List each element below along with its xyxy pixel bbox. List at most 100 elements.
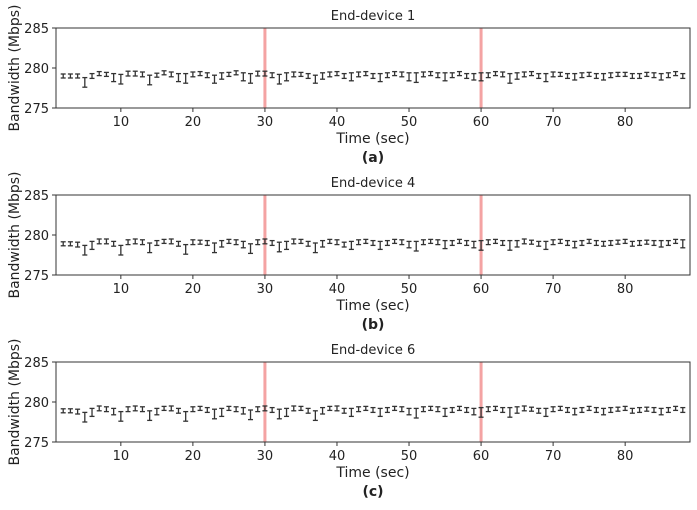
error-bar-point	[118, 73, 124, 85]
y-axis-label: Bandwidth (Mbps)	[7, 338, 23, 465]
error-bar-point	[471, 72, 477, 81]
error-bar-point	[572, 407, 578, 416]
error-bar-point	[60, 408, 66, 414]
error-bar-point	[377, 407, 383, 418]
error-bar-point	[557, 71, 563, 78]
error-bar-point	[629, 240, 635, 247]
error-bar-point	[507, 239, 513, 251]
error-bar-point	[197, 405, 203, 412]
y-tick-label: 285	[24, 189, 49, 204]
error-bar-point	[565, 239, 571, 247]
error-bar-point	[197, 70, 203, 77]
error-bar-point	[125, 406, 131, 413]
error-bar-point	[276, 241, 282, 253]
x-tick-label: 70	[545, 282, 562, 297]
chart-panel-3: End-device 6 10 20 30 40 50 60 70 80 275 280 285 Tim…	[7, 338, 691, 500]
error-bar-point	[680, 72, 686, 80]
error-bar-point	[356, 406, 362, 413]
error-bar-point	[644, 239, 650, 245]
error-bar-point	[305, 407, 311, 414]
error-bar-point	[673, 405, 679, 412]
error-bar-point	[622, 71, 628, 78]
error-bar-point	[96, 70, 102, 77]
error-bar-point	[593, 406, 599, 414]
x-tick-label: 30	[257, 115, 274, 130]
error-bar-point	[212, 408, 217, 420]
error-bar-point	[579, 72, 585, 79]
error-bar-point	[356, 71, 362, 78]
error-bar-point	[327, 238, 333, 245]
error-bar-point	[312, 74, 318, 84]
y-tick-label: 275	[24, 102, 49, 117]
error-bar-point	[370, 239, 376, 247]
error-bar-point	[118, 410, 124, 422]
error-bar-point	[348, 240, 354, 251]
error-bar-point	[327, 405, 333, 412]
error-bar-point	[485, 406, 491, 413]
error-bar-point	[82, 411, 88, 423]
error-bar-point	[565, 72, 571, 80]
error-bar-point	[651, 239, 657, 247]
error-bar-point	[284, 407, 290, 418]
error-bar-point	[392, 238, 398, 245]
error-bar-point	[420, 71, 426, 78]
error-bar-point	[579, 239, 585, 247]
x-tick-label: 80	[617, 282, 634, 297]
y-tick-label: 285	[24, 356, 49, 371]
error-bar-point	[197, 239, 203, 245]
x-tick-label: 60	[473, 449, 490, 464]
error-bar-point	[204, 406, 210, 414]
x-tick-label: 20	[185, 282, 202, 297]
error-bar-point	[572, 72, 578, 81]
error-bar-point	[96, 405, 102, 412]
error-bar-point	[125, 70, 131, 77]
y-tick-label: 280	[24, 396, 49, 411]
error-bar-point	[449, 72, 455, 79]
error-bar-point	[226, 405, 232, 412]
error-bar-point	[139, 71, 145, 78]
error-bar-point	[428, 70, 434, 77]
error-bar-point	[320, 406, 326, 415]
error-bar-point	[89, 407, 95, 418]
x-axis-label: Time (sec)	[335, 465, 409, 481]
error-bar-point	[593, 72, 599, 80]
error-bar-point	[492, 405, 498, 412]
error-bar-point	[529, 70, 534, 77]
error-bar-point	[219, 407, 225, 418]
y-tick-label: 280	[24, 229, 49, 244]
error-bar-point	[442, 72, 448, 82]
error-bar-point	[377, 240, 383, 251]
error-bar-point	[240, 240, 246, 249]
error-bar-point	[529, 239, 534, 245]
error-bar-point	[312, 242, 318, 254]
error-bar-point	[103, 406, 109, 413]
error-bar-point	[240, 406, 246, 415]
error-bar-point	[629, 407, 635, 414]
error-bar-point	[435, 239, 441, 246]
y-axis-label: Bandwidth (Mbps)	[7, 4, 23, 131]
error-bar-point	[183, 72, 189, 84]
error-bar-point	[363, 70, 369, 77]
error-bar-point	[255, 406, 261, 413]
error-bar-point	[111, 407, 117, 416]
error-bar-point	[233, 239, 239, 246]
error-bar-point	[168, 405, 174, 412]
error-bar-point	[348, 72, 354, 82]
error-bar-point	[651, 72, 657, 79]
error-bar-point	[334, 239, 340, 246]
error-bar-point	[384, 72, 390, 79]
error-bar-point	[449, 239, 455, 247]
error-bar-point	[118, 244, 124, 256]
error-bar-point	[204, 239, 210, 247]
error-bar-point	[464, 239, 470, 247]
error-bar-point	[111, 72, 117, 83]
error-bar-point	[543, 72, 549, 83]
error-bar-point	[471, 407, 477, 416]
error-bar-point	[240, 72, 246, 82]
error-bar-point	[212, 242, 217, 254]
error-bar-point	[75, 408, 81, 415]
error-bar-point	[284, 240, 290, 251]
error-bar-point	[637, 406, 643, 414]
error-bar-point	[139, 239, 145, 246]
error-bar-point	[615, 239, 621, 245]
